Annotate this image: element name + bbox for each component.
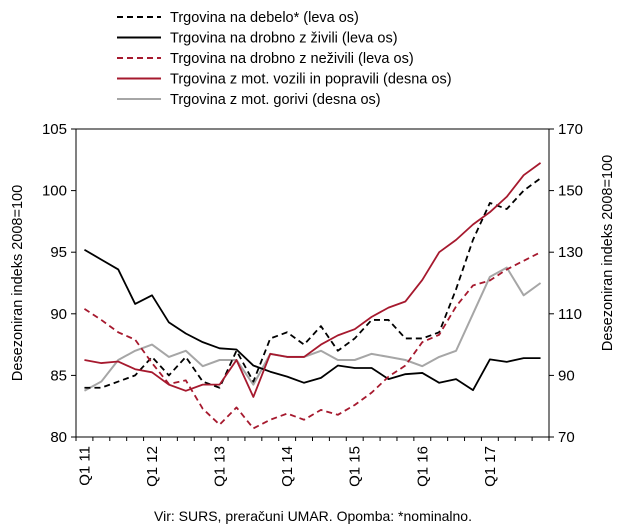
source-note: Vir: SURS, preračuni UMAR. Opomba: *nomi…	[154, 508, 472, 524]
legend-item-1: Trgovina na debelo* (leva os)	[117, 10, 359, 26]
y-right-tick-label: 70	[558, 429, 575, 446]
y-left-ticks: 80 85 90 95 100 105	[42, 121, 76, 446]
y-right-tick-label: 90	[558, 367, 575, 384]
legend-label: Trgovina z mot. gorivi (desna os)	[170, 92, 381, 108]
legend-item-5: Trgovina z mot. gorivi (desna os)	[117, 92, 381, 108]
x-tick-label: Q1 17	[482, 446, 499, 487]
y-left-tick-label: 100	[42, 183, 67, 200]
legend-label: Trgovina na debelo* (leva os)	[170, 10, 359, 26]
plot-area	[75, 128, 550, 438]
y-right-tick-label: 110	[558, 306, 582, 323]
series-line-2	[83, 248, 541, 392]
y-left-tick-label: 90	[50, 306, 67, 323]
y-right-ticks: 70 90 110 130 150 170	[549, 121, 583, 446]
series-line-1	[84, 177, 542, 389]
y-left-axis-title: Desezoniran indeks 2008=100	[10, 185, 26, 381]
legend-item-3: Trgovina na drobno z neživili (leva os)	[117, 51, 414, 67]
x-tick-label: Q1 11	[76, 446, 93, 486]
plot-border	[75, 128, 550, 438]
legend-label: Trgovina na drobno z živili (leva os)	[170, 31, 398, 47]
series-line-3	[83, 251, 541, 430]
y-left-tick-label: 85	[50, 367, 67, 384]
legend-item-2: Trgovina na drobno z živili (leva os)	[117, 31, 398, 47]
series-layer	[83, 162, 542, 430]
y-left-tick-label: 95	[50, 244, 67, 261]
y-left-tick-label: 105	[42, 121, 67, 138]
x-tick-label: Q1 12	[144, 446, 161, 487]
y-right-axis-title: Desezoniran indeks 2008=100	[600, 155, 616, 351]
x-tick-label: Q1 16	[414, 446, 431, 487]
x-tick-label: Q1 14	[279, 446, 296, 487]
x-tick-label: Q1 13	[212, 446, 229, 487]
legend-label: Trgovina na drobno z neživili (leva os)	[170, 51, 414, 67]
legend-item-4: Trgovina z mot. vozili in popravili (des…	[117, 72, 452, 88]
x-ticks: Q1 11 Q1 12 Q1 13 Q1 14 Q1 15 Q1 16 Q1 17	[75, 437, 550, 487]
x-tick-label: Q1 15	[347, 446, 364, 487]
legend: Trgovina na debelo* (leva os) Trgovina na…	[117, 10, 452, 108]
legend-label: Trgovina z mot. vozili in popravili (des…	[170, 72, 452, 88]
y-right-tick-label: 170	[558, 121, 583, 138]
y-right-tick-label: 130	[558, 244, 583, 261]
series-line-4	[84, 162, 542, 398]
y-right-tick-label: 150	[558, 183, 583, 200]
y-left-tick-label: 80	[50, 429, 67, 446]
series-line-5	[83, 266, 542, 392]
